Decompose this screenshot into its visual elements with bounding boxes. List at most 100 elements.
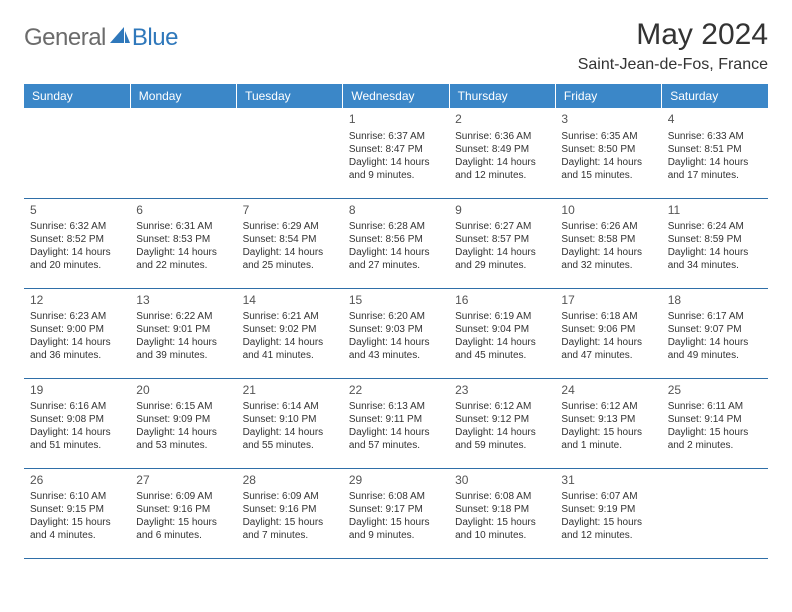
title-block: May 2024 Saint-Jean-de-Fos, France xyxy=(578,18,768,74)
cell-line-ss: Sunset: 8:51 PM xyxy=(668,143,762,156)
calendar-cell: 17Sunrise: 6:18 AMSunset: 9:06 PMDayligh… xyxy=(555,288,661,378)
cell-line-ss: Sunset: 9:01 PM xyxy=(136,323,230,336)
cell-line-ss: Sunset: 8:57 PM xyxy=(455,233,549,246)
day-number: 22 xyxy=(349,383,443,399)
cell-line-d1: Daylight: 14 hours xyxy=(455,426,549,439)
cell-line-sr: Sunrise: 6:20 AM xyxy=(349,310,443,323)
cell-line-d1: Daylight: 14 hours xyxy=(349,246,443,259)
calendar-cell: 31Sunrise: 6:07 AMSunset: 9:19 PMDayligh… xyxy=(555,468,661,558)
cell-line-ss: Sunset: 9:04 PM xyxy=(455,323,549,336)
calendar-cell: 6Sunrise: 6:31 AMSunset: 8:53 PMDaylight… xyxy=(130,198,236,288)
calendar-body: 1Sunrise: 6:37 AMSunset: 8:47 PMDaylight… xyxy=(24,108,768,558)
logo: General Blue xyxy=(24,18,178,52)
cell-line-d2: and 34 minutes. xyxy=(668,259,762,272)
cell-line-sr: Sunrise: 6:14 AM xyxy=(243,400,337,413)
calendar-cell: 9Sunrise: 6:27 AMSunset: 8:57 PMDaylight… xyxy=(449,198,555,288)
calendar-cell: 24Sunrise: 6:12 AMSunset: 9:13 PMDayligh… xyxy=(555,378,661,468)
calendar-cell: 12Sunrise: 6:23 AMSunset: 9:00 PMDayligh… xyxy=(24,288,130,378)
cell-line-d1: Daylight: 15 hours xyxy=(561,516,655,529)
cell-line-ss: Sunset: 9:02 PM xyxy=(243,323,337,336)
cell-line-ss: Sunset: 9:06 PM xyxy=(561,323,655,336)
cell-line-ss: Sunset: 9:13 PM xyxy=(561,413,655,426)
cell-line-sr: Sunrise: 6:35 AM xyxy=(561,130,655,143)
day-header: Tuesday xyxy=(237,84,343,108)
calendar-week-row: 12Sunrise: 6:23 AMSunset: 9:00 PMDayligh… xyxy=(24,288,768,378)
cell-line-d1: Daylight: 14 hours xyxy=(561,156,655,169)
cell-line-d1: Daylight: 14 hours xyxy=(455,336,549,349)
page-header: General Blue May 2024 Saint-Jean-de-Fos,… xyxy=(24,18,768,74)
cell-line-d2: and 22 minutes. xyxy=(136,259,230,272)
cell-line-ss: Sunset: 8:59 PM xyxy=(668,233,762,246)
cell-line-d2: and 2 minutes. xyxy=(668,439,762,452)
day-number: 2 xyxy=(455,112,549,128)
cell-line-d1: Daylight: 14 hours xyxy=(561,246,655,259)
calendar-cell: 15Sunrise: 6:20 AMSunset: 9:03 PMDayligh… xyxy=(343,288,449,378)
cell-line-d1: Daylight: 14 hours xyxy=(136,246,230,259)
cell-line-d2: and 17 minutes. xyxy=(668,169,762,182)
cell-line-d1: Daylight: 14 hours xyxy=(349,336,443,349)
cell-line-d1: Daylight: 14 hours xyxy=(243,246,337,259)
cell-line-sr: Sunrise: 6:17 AM xyxy=(668,310,762,323)
cell-line-sr: Sunrise: 6:32 AM xyxy=(30,220,124,233)
cell-line-d1: Daylight: 14 hours xyxy=(455,156,549,169)
logo-text-general: General xyxy=(24,24,106,52)
day-number: 8 xyxy=(349,203,443,219)
cell-line-d1: Daylight: 15 hours xyxy=(243,516,337,529)
cell-line-ss: Sunset: 9:09 PM xyxy=(136,413,230,426)
cell-line-d2: and 25 minutes. xyxy=(243,259,337,272)
calendar-cell: 22Sunrise: 6:13 AMSunset: 9:11 PMDayligh… xyxy=(343,378,449,468)
cell-line-d2: and 49 minutes. xyxy=(668,349,762,362)
day-number: 24 xyxy=(561,383,655,399)
cell-line-d2: and 43 minutes. xyxy=(349,349,443,362)
cell-line-sr: Sunrise: 6:11 AM xyxy=(668,400,762,413)
cell-line-d1: Daylight: 14 hours xyxy=(136,336,230,349)
cell-line-d2: and 12 minutes. xyxy=(455,169,549,182)
cell-line-d2: and 59 minutes. xyxy=(455,439,549,452)
calendar-cell: 23Sunrise: 6:12 AMSunset: 9:12 PMDayligh… xyxy=(449,378,555,468)
cell-line-d1: Daylight: 14 hours xyxy=(243,336,337,349)
calendar-cell: 28Sunrise: 6:09 AMSunset: 9:16 PMDayligh… xyxy=(237,468,343,558)
cell-line-sr: Sunrise: 6:23 AM xyxy=(30,310,124,323)
calendar-cell: 14Sunrise: 6:21 AMSunset: 9:02 PMDayligh… xyxy=(237,288,343,378)
day-number: 3 xyxy=(561,112,655,128)
cell-line-sr: Sunrise: 6:26 AM xyxy=(561,220,655,233)
cell-line-sr: Sunrise: 6:28 AM xyxy=(349,220,443,233)
day-number: 26 xyxy=(30,473,124,489)
cell-line-ss: Sunset: 8:56 PM xyxy=(349,233,443,246)
cell-line-ss: Sunset: 9:19 PM xyxy=(561,503,655,516)
calendar-cell: 11Sunrise: 6:24 AMSunset: 8:59 PMDayligh… xyxy=(662,198,768,288)
calendar-header-row: SundayMondayTuesdayWednesdayThursdayFrid… xyxy=(24,84,768,108)
calendar-cell: 16Sunrise: 6:19 AMSunset: 9:04 PMDayligh… xyxy=(449,288,555,378)
cell-line-d2: and 57 minutes. xyxy=(349,439,443,452)
day-number: 19 xyxy=(30,383,124,399)
calendar-cell: 8Sunrise: 6:28 AMSunset: 8:56 PMDaylight… xyxy=(343,198,449,288)
calendar-cell: 2Sunrise: 6:36 AMSunset: 8:49 PMDaylight… xyxy=(449,108,555,198)
cell-line-ss: Sunset: 8:52 PM xyxy=(30,233,124,246)
calendar-cell: 19Sunrise: 6:16 AMSunset: 9:08 PMDayligh… xyxy=(24,378,130,468)
calendar-cell: 20Sunrise: 6:15 AMSunset: 9:09 PMDayligh… xyxy=(130,378,236,468)
cell-line-d2: and 1 minute. xyxy=(561,439,655,452)
cell-line-d1: Daylight: 14 hours xyxy=(30,336,124,349)
cell-line-sr: Sunrise: 6:15 AM xyxy=(136,400,230,413)
day-header: Friday xyxy=(555,84,661,108)
calendar-cell: 18Sunrise: 6:17 AMSunset: 9:07 PMDayligh… xyxy=(662,288,768,378)
calendar-cell: 3Sunrise: 6:35 AMSunset: 8:50 PMDaylight… xyxy=(555,108,661,198)
cell-line-d2: and 41 minutes. xyxy=(243,349,337,362)
day-number: 10 xyxy=(561,203,655,219)
calendar-cell: 4Sunrise: 6:33 AMSunset: 8:51 PMDaylight… xyxy=(662,108,768,198)
calendar-cell: 5Sunrise: 6:32 AMSunset: 8:52 PMDaylight… xyxy=(24,198,130,288)
calendar-week-row: 19Sunrise: 6:16 AMSunset: 9:08 PMDayligh… xyxy=(24,378,768,468)
cell-line-d2: and 15 minutes. xyxy=(561,169,655,182)
day-number: 17 xyxy=(561,293,655,309)
day-number: 1 xyxy=(349,112,443,128)
calendar-cell: 27Sunrise: 6:09 AMSunset: 9:16 PMDayligh… xyxy=(130,468,236,558)
calendar-cell xyxy=(662,468,768,558)
day-number: 23 xyxy=(455,383,549,399)
cell-line-d1: Daylight: 14 hours xyxy=(30,426,124,439)
day-number: 7 xyxy=(243,203,337,219)
cell-line-d1: Daylight: 14 hours xyxy=(243,426,337,439)
day-number: 13 xyxy=(136,293,230,309)
cell-line-ss: Sunset: 9:08 PM xyxy=(30,413,124,426)
cell-line-ss: Sunset: 8:58 PM xyxy=(561,233,655,246)
cell-line-sr: Sunrise: 6:09 AM xyxy=(136,490,230,503)
